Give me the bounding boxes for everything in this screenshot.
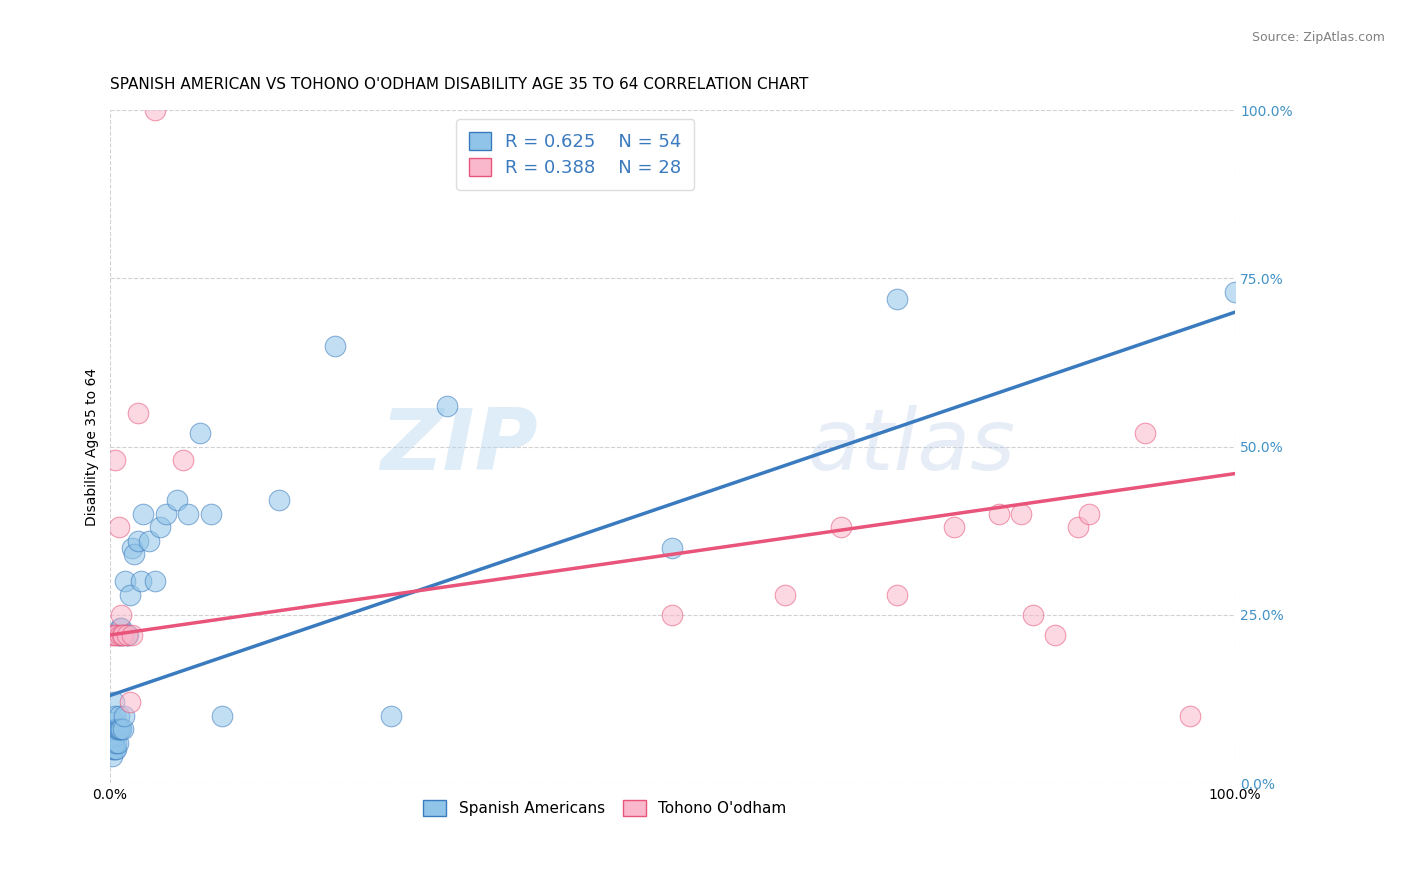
Text: Source: ZipAtlas.com: Source: ZipAtlas.com bbox=[1251, 31, 1385, 45]
Point bbox=[112, 708, 135, 723]
Point bbox=[773, 588, 796, 602]
Point bbox=[101, 742, 124, 756]
Point bbox=[103, 628, 125, 642]
Point bbox=[110, 723, 132, 737]
Point bbox=[155, 507, 177, 521]
Point bbox=[107, 520, 129, 534]
Point bbox=[1133, 426, 1156, 441]
Point bbox=[115, 628, 138, 642]
Point bbox=[107, 723, 129, 737]
Point bbox=[661, 607, 683, 622]
Point bbox=[112, 628, 135, 642]
Point bbox=[149, 520, 172, 534]
Point bbox=[127, 406, 149, 420]
Point bbox=[127, 533, 149, 548]
Text: SPANISH AMERICAN VS TOHONO O'ODHAM DISABILITY AGE 35 TO 64 CORRELATION CHART: SPANISH AMERICAN VS TOHONO O'ODHAM DISAB… bbox=[110, 78, 808, 93]
Point bbox=[211, 708, 233, 723]
Point bbox=[107, 628, 129, 642]
Point bbox=[132, 507, 155, 521]
Y-axis label: Disability Age 35 to 64: Disability Age 35 to 64 bbox=[86, 368, 100, 525]
Point bbox=[830, 520, 852, 534]
Point bbox=[107, 736, 129, 750]
Point bbox=[200, 507, 222, 521]
Point bbox=[380, 708, 402, 723]
Point bbox=[101, 723, 124, 737]
Point bbox=[436, 399, 458, 413]
Point bbox=[886, 292, 908, 306]
Point bbox=[143, 103, 166, 118]
Point bbox=[104, 453, 127, 467]
Point bbox=[1066, 520, 1088, 534]
Point bbox=[110, 607, 132, 622]
Point bbox=[323, 339, 346, 353]
Point bbox=[143, 574, 166, 589]
Point bbox=[188, 426, 211, 441]
Point bbox=[118, 695, 141, 709]
Point bbox=[101, 749, 124, 764]
Point bbox=[1077, 507, 1099, 521]
Point bbox=[1178, 708, 1201, 723]
Point bbox=[105, 736, 128, 750]
Point bbox=[111, 628, 134, 642]
Point bbox=[117, 628, 139, 642]
Point bbox=[1223, 285, 1246, 299]
Point bbox=[112, 723, 135, 737]
Point bbox=[104, 708, 127, 723]
Point bbox=[101, 736, 124, 750]
Point bbox=[107, 628, 129, 642]
Point bbox=[886, 588, 908, 602]
Point bbox=[661, 541, 683, 555]
Point bbox=[177, 507, 200, 521]
Point bbox=[115, 628, 138, 642]
Point bbox=[129, 574, 152, 589]
Point bbox=[101, 628, 124, 642]
Point bbox=[267, 493, 290, 508]
Point bbox=[172, 453, 194, 467]
Point bbox=[118, 588, 141, 602]
Point bbox=[111, 628, 134, 642]
Point bbox=[166, 493, 188, 508]
Point bbox=[100, 729, 122, 743]
Point bbox=[138, 533, 160, 548]
Point bbox=[1021, 607, 1043, 622]
Point bbox=[114, 574, 136, 589]
Point bbox=[1043, 628, 1066, 642]
Point bbox=[987, 507, 1010, 521]
Point bbox=[942, 520, 965, 534]
Point bbox=[105, 742, 128, 756]
Point bbox=[104, 729, 127, 743]
Point bbox=[101, 736, 124, 750]
Point bbox=[121, 541, 143, 555]
Point bbox=[107, 708, 129, 723]
Point bbox=[108, 621, 131, 635]
Text: ZIP: ZIP bbox=[380, 405, 537, 488]
Point bbox=[103, 695, 125, 709]
Point bbox=[108, 723, 131, 737]
Point bbox=[105, 723, 128, 737]
Point bbox=[100, 742, 122, 756]
Legend: Spanish Americans, Tohono O'odham: Spanish Americans, Tohono O'odham bbox=[418, 794, 793, 822]
Point bbox=[103, 715, 125, 730]
Point bbox=[104, 742, 127, 756]
Point bbox=[108, 628, 131, 642]
Point bbox=[124, 547, 146, 561]
Point bbox=[103, 736, 125, 750]
Text: atlas: atlas bbox=[807, 405, 1015, 488]
Point bbox=[1010, 507, 1032, 521]
Point bbox=[107, 723, 129, 737]
Point bbox=[110, 621, 132, 635]
Point bbox=[105, 628, 128, 642]
Point bbox=[121, 628, 143, 642]
